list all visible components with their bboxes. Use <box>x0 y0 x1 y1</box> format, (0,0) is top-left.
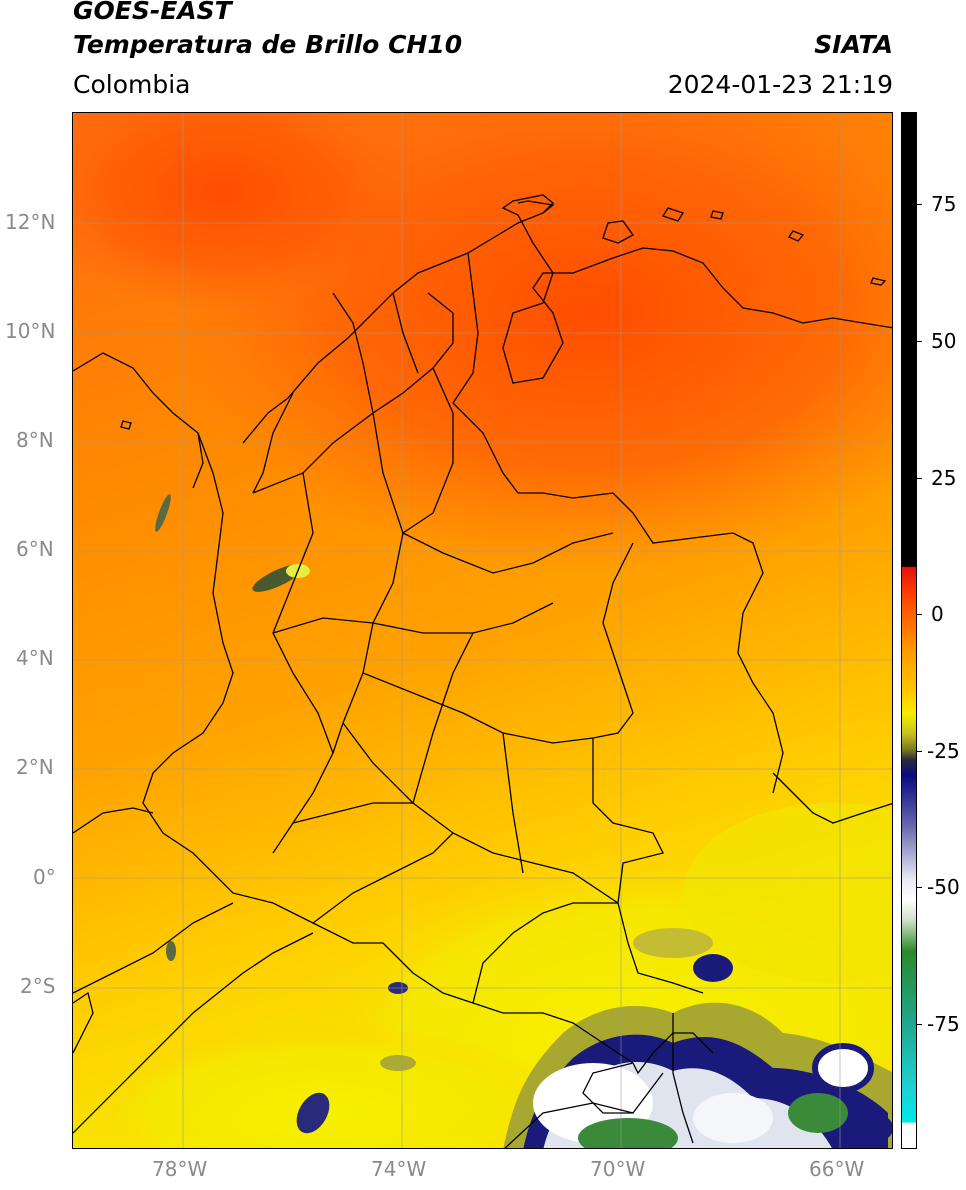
datetime-label: 2024-01-23 21:19 <box>667 70 893 99</box>
colorbar-tick <box>917 341 922 342</box>
lat-tick-label: 6°N <box>16 537 54 561</box>
product-title: Temperatura de Brillo CH10 <box>73 30 463 59</box>
region-label: Colombia <box>73 70 191 99</box>
colorbar-tick <box>917 1024 922 1025</box>
colorbar <box>901 112 917 1149</box>
lon-tick-label: 66°W <box>809 1157 865 1181</box>
satellite-map <box>72 112 893 1149</box>
colorbar-label: 50 <box>931 329 957 353</box>
colorbar-tick <box>917 751 922 752</box>
colorbar-tick <box>917 478 922 479</box>
colorbar-label: 75 <box>931 192 957 216</box>
colorbar-label: -25 <box>927 739 960 763</box>
lat-tick-label: 0° <box>33 865 56 889</box>
colorbar-label: -50 <box>927 875 960 899</box>
colorbar-tick <box>917 614 922 615</box>
colorbar-label: 0 <box>931 602 944 626</box>
colorbar-tick <box>917 204 922 205</box>
colorbar-label: 25 <box>931 466 957 490</box>
lat-tick-label: 12°N <box>5 210 56 234</box>
colorbar-label: -75 <box>927 1012 960 1036</box>
lon-tick-label: 70°W <box>590 1157 646 1181</box>
graticule <box>73 113 892 1148</box>
agency-label: SIATA <box>814 30 893 59</box>
brightness-temperature-field <box>73 113 892 1148</box>
lat-tick-label: 10°N <box>5 319 56 343</box>
lat-tick-label: 2°S <box>20 974 56 998</box>
borders <box>73 194 892 1148</box>
colorbar-gradient <box>902 113 916 1148</box>
lat-tick-label: 2°N <box>16 755 54 779</box>
lat-tick-label: 8°N <box>16 428 54 452</box>
colorbar-tick <box>917 887 922 888</box>
lon-tick-label: 74°W <box>371 1157 427 1181</box>
satellite-title: GOES-EAST <box>73 0 232 25</box>
lon-tick-label: 78°W <box>152 1157 208 1181</box>
lat-tick-label: 4°N <box>16 646 54 670</box>
